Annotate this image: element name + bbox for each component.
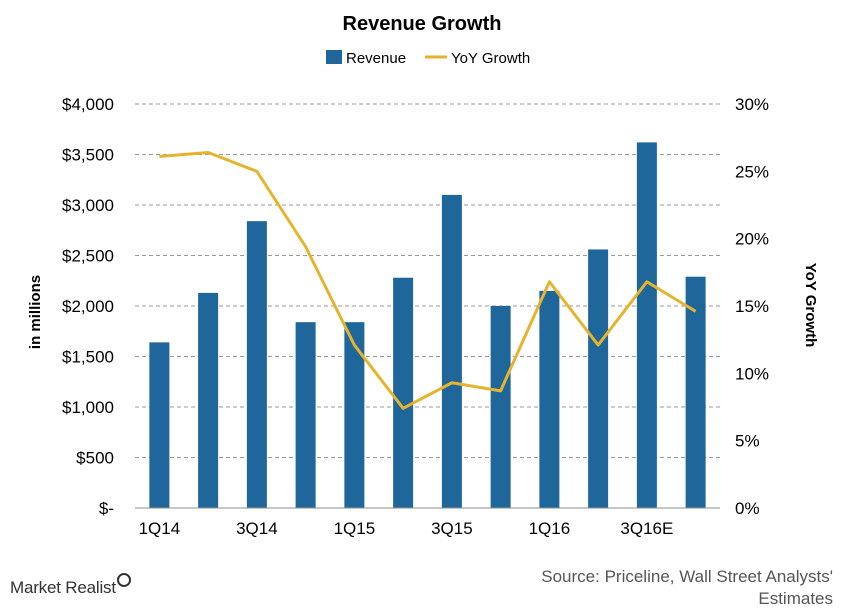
source-line-1: Source: Priceline, Wall Street Analysts'	[541, 567, 833, 586]
brand-name: Market Realist	[10, 578, 116, 597]
x-tick-label: 1Q16	[529, 519, 571, 538]
y2-tick-label: 15%	[735, 297, 769, 316]
source-line-2: Estimates	[758, 589, 833, 608]
x-tick-label: 1Q14	[139, 519, 181, 538]
revenue-bar	[344, 322, 365, 508]
y-tick-label: $3,500	[62, 146, 114, 165]
revenue-bar	[588, 249, 609, 508]
chart-title: Revenue Growth	[343, 13, 502, 35]
revenue-bar	[393, 277, 414, 508]
y2-axis-label: YoY Growth	[802, 263, 819, 347]
y2-tick-label: 0%	[735, 499, 760, 518]
x-tick-label: 3Q15	[431, 519, 473, 538]
legend-revenue-swatch	[326, 50, 342, 64]
x-tick-label: 3Q16E	[620, 519, 673, 538]
revenue-bars	[149, 142, 706, 508]
y-tick-label: $2,000	[62, 297, 114, 316]
left-axis-ticks: $- $500 $1,000 $1,500 $2,000 $2,500 $3,000 $3,5…	[62, 95, 114, 518]
revenue-bar	[149, 342, 170, 508]
y-tick-label: $-	[99, 499, 114, 518]
growth-line	[159, 150, 697, 410]
y-tick-label: $500	[76, 449, 114, 468]
revenue-bar	[198, 292, 219, 508]
y-axis-label: in millions	[27, 275, 44, 349]
y-tick-label: $4,000	[62, 95, 114, 114]
magnifier-icon	[116, 573, 131, 587]
y-tick-label: $1,500	[62, 348, 114, 367]
revenue-bar	[685, 276, 706, 508]
revenue-bar	[490, 306, 511, 508]
y-tick-label: $1,000	[62, 398, 114, 417]
y2-tick-label: 20%	[735, 230, 769, 249]
x-tick-label: 3Q14	[236, 519, 278, 538]
x-tick-label: 1Q15	[334, 519, 376, 538]
right-axis-ticks: 0% 5% 10% 15% 20% 25% 30%	[735, 95, 769, 518]
brand-logo: Market Realist	[10, 573, 131, 598]
revenue-bar	[246, 221, 267, 508]
y2-tick-label: 25%	[735, 162, 769, 181]
y2-tick-label: 10%	[735, 364, 769, 383]
legend-revenue-label: Revenue	[346, 50, 406, 67]
y-tick-label: $2,500	[62, 247, 114, 266]
source-note: Source: Priceline, Wall Street Analysts'…	[473, 566, 833, 610]
x-axis-ticks: 1Q14 3Q14 1Q15 3Q15 1Q16 3Q16E	[139, 519, 674, 538]
growth-series-line	[159, 150, 697, 410]
revenue-bar	[441, 194, 462, 508]
legend-growth-label: YoY Growth	[451, 50, 530, 67]
revenue-bar	[295, 322, 316, 508]
y2-tick-label: 5%	[735, 432, 760, 451]
y-tick-label: $3,000	[62, 196, 114, 215]
revenue-bar	[636, 142, 657, 508]
revenue-bar	[539, 290, 560, 508]
y2-tick-label: 30%	[735, 95, 769, 114]
legend: Revenue YoY Growth	[326, 50, 530, 67]
